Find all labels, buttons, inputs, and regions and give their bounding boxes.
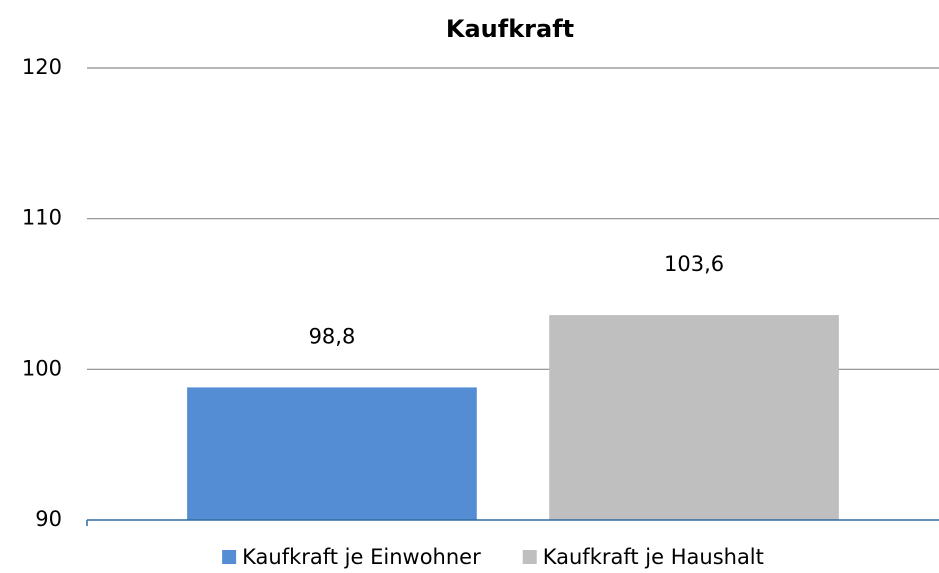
y-tick-label: 100 (22, 356, 62, 380)
bar (187, 387, 477, 520)
y-tick-label: 90 (35, 507, 62, 531)
legend-label: Kaufkraft je Haushalt (543, 545, 764, 569)
legend-label: Kaufkraft je Einwohner (242, 545, 481, 569)
value-label: 103,6 (664, 252, 724, 276)
y-tick-label: 110 (22, 206, 62, 230)
legend-swatch (522, 550, 537, 564)
legend-swatch (222, 550, 237, 564)
value-label: 98,8 (309, 324, 356, 348)
bar (549, 315, 839, 520)
chart-title: Kaufkraft (446, 15, 574, 43)
y-tick-label: 120 (22, 55, 62, 79)
